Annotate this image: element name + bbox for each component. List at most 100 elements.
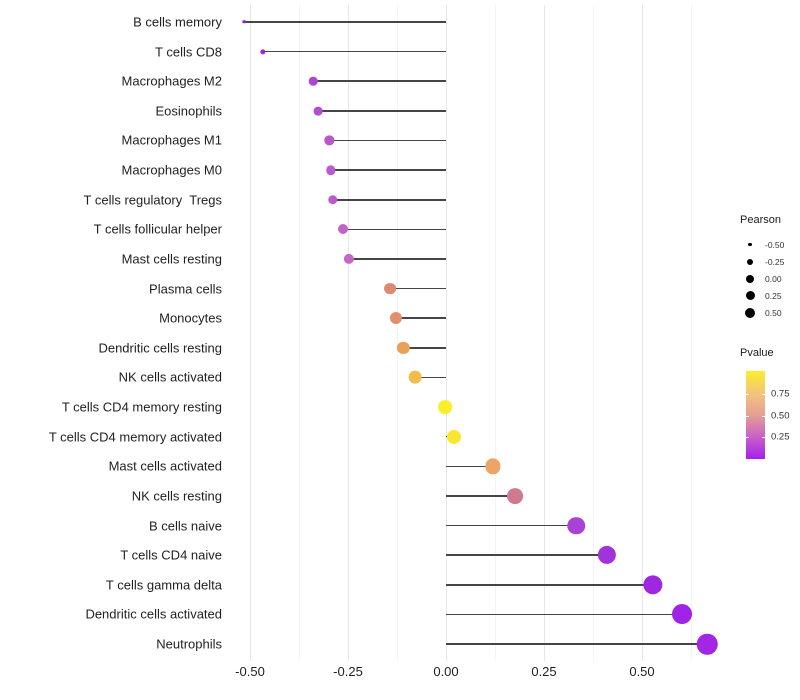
lollipop-stem xyxy=(329,139,446,142)
lollipop-dot xyxy=(259,48,266,55)
x-axis-tick-label: 0.25 xyxy=(531,664,557,679)
pvalue-colorbar-wrap: 0.75 0.50 0.25 xyxy=(740,371,800,463)
y-axis-label: T cells follicular helper xyxy=(93,221,222,237)
y-axis-label: B cells naive xyxy=(149,518,222,534)
gridline-minor xyxy=(299,5,300,661)
y-axis-label: T cells regulatory Tregs xyxy=(83,192,222,208)
lollipop-dot xyxy=(308,76,318,86)
y-axis-label: B cells memory xyxy=(133,14,222,30)
y-axis-label: Mast cells resting xyxy=(121,251,222,267)
legend-size-dot-icon xyxy=(745,291,755,300)
plot-panel xyxy=(222,5,730,661)
colorbar-tick xyxy=(762,437,765,438)
lollipop-dot xyxy=(344,253,355,265)
legend-size-dot-icon xyxy=(747,258,753,265)
lollipop-dot xyxy=(338,224,349,235)
gridline-major xyxy=(348,5,349,661)
x-axis-tick-label: 0.50 xyxy=(629,664,655,679)
lollipop-stem xyxy=(446,554,607,556)
legend: Pearson -0.50 -0.25 0.00 0.25 0.50 Pvalue 0.… xyxy=(740,214,800,463)
lollipop-dot xyxy=(507,487,524,504)
gridline-major xyxy=(446,5,447,661)
lollipop-dot xyxy=(446,429,461,444)
y-axis-label: Eosinophils xyxy=(155,103,223,119)
gridline-major xyxy=(544,5,545,661)
legend-size-key xyxy=(740,242,760,247)
lollipop-dot xyxy=(324,135,334,146)
colorbar-tick-label: 0.50 xyxy=(771,410,790,421)
lollipop-stem xyxy=(313,80,446,83)
lollipop-dot xyxy=(313,106,323,116)
lollipop-dot xyxy=(409,371,422,384)
y-axis-label: NK cells resting xyxy=(131,488,222,504)
legend-size-dot-icon xyxy=(748,242,752,247)
lollipop-dot xyxy=(567,516,585,535)
y-axis-label: Monocytes xyxy=(159,310,222,326)
legend-size-item: 0.00 xyxy=(740,270,800,287)
colorbar-tick-label: 0.75 xyxy=(771,388,790,400)
gridline-major xyxy=(642,5,643,661)
legend-size-item: -0.50 xyxy=(740,236,800,253)
y-axis-label: Macrophages M1 xyxy=(121,132,222,148)
lollipop-stem xyxy=(446,613,682,616)
lollipop-stem xyxy=(446,495,516,497)
lollipop-dot xyxy=(696,633,718,655)
legend-size-label: -0.50 xyxy=(765,239,785,250)
legend-size-dot-icon xyxy=(746,274,754,283)
lollipop-dot xyxy=(384,282,397,295)
colorbar-tick xyxy=(746,437,749,438)
gridline-minor xyxy=(593,5,594,661)
legend-size-label: 0.00 xyxy=(765,273,782,284)
y-axis-label: T cells CD4 memory activated xyxy=(48,429,222,445)
y-axis-label: T cells CD4 naive xyxy=(120,547,222,563)
lollipop-dot xyxy=(389,312,402,325)
lollipop-stem xyxy=(262,50,446,53)
y-axis-label: Dendritic cells activated xyxy=(85,606,222,622)
y-axis-label: NK cells activated xyxy=(118,369,222,385)
gridline-major xyxy=(250,5,251,661)
lollipop-stem xyxy=(403,347,446,349)
pvalue-colorbar xyxy=(746,371,765,459)
legend-size-label: 0.50 xyxy=(765,307,782,318)
lollipop-dot xyxy=(643,575,663,595)
lollipop-stem xyxy=(415,376,446,379)
lollipop-dot xyxy=(597,546,616,565)
legend-size-key xyxy=(740,291,760,300)
lollipop-dot xyxy=(485,458,501,474)
x-axis-tick-label: -0.25 xyxy=(333,664,363,679)
lollipop-dot xyxy=(397,341,410,354)
y-axis-label: Neutrophils xyxy=(156,636,222,652)
lollipop-stem xyxy=(446,524,577,527)
lollipop-dot xyxy=(327,194,338,205)
y-axis-label: Macrophages M0 xyxy=(121,162,222,178)
legend-pearson-title: Pearson xyxy=(740,214,781,226)
lollipop-stem xyxy=(244,21,446,23)
y-axis-label: Macrophages M2 xyxy=(121,73,222,89)
x-axis-tick-label: -0.50 xyxy=(235,664,265,679)
legend-size-item: -0.25 xyxy=(740,253,800,270)
lollipop-stem xyxy=(343,228,446,231)
y-axis-label: T cells CD8 xyxy=(155,44,222,60)
lollipop-stem xyxy=(446,643,708,645)
colorbar-tick xyxy=(762,394,765,395)
gridline-minor xyxy=(691,5,692,661)
colorbar-tick xyxy=(762,415,765,417)
y-axis-label: Plasma cells xyxy=(149,281,222,297)
legend-size-key xyxy=(740,274,760,283)
x-axis-tick-label: 0.00 xyxy=(433,664,459,679)
lollipop-dot xyxy=(437,400,452,414)
legend-size-label: 0.25 xyxy=(765,290,782,301)
lollipop-stem xyxy=(395,317,446,319)
colorbar-tick xyxy=(746,415,749,417)
lollipop-stem xyxy=(330,169,446,171)
lollipop-dot xyxy=(671,604,692,625)
colorbar-tick-label: 0.25 xyxy=(771,431,790,443)
legend-size-key xyxy=(740,307,760,318)
legend-size-dot-icon xyxy=(745,307,755,318)
legend-pearson-items: -0.50 -0.25 0.00 0.25 0.50 xyxy=(740,236,800,321)
lollipop-stem xyxy=(390,287,446,290)
y-axis-label: Dendritic cells resting xyxy=(98,340,222,356)
lollipop-stem xyxy=(317,110,446,112)
lollipop-stem xyxy=(332,198,446,201)
